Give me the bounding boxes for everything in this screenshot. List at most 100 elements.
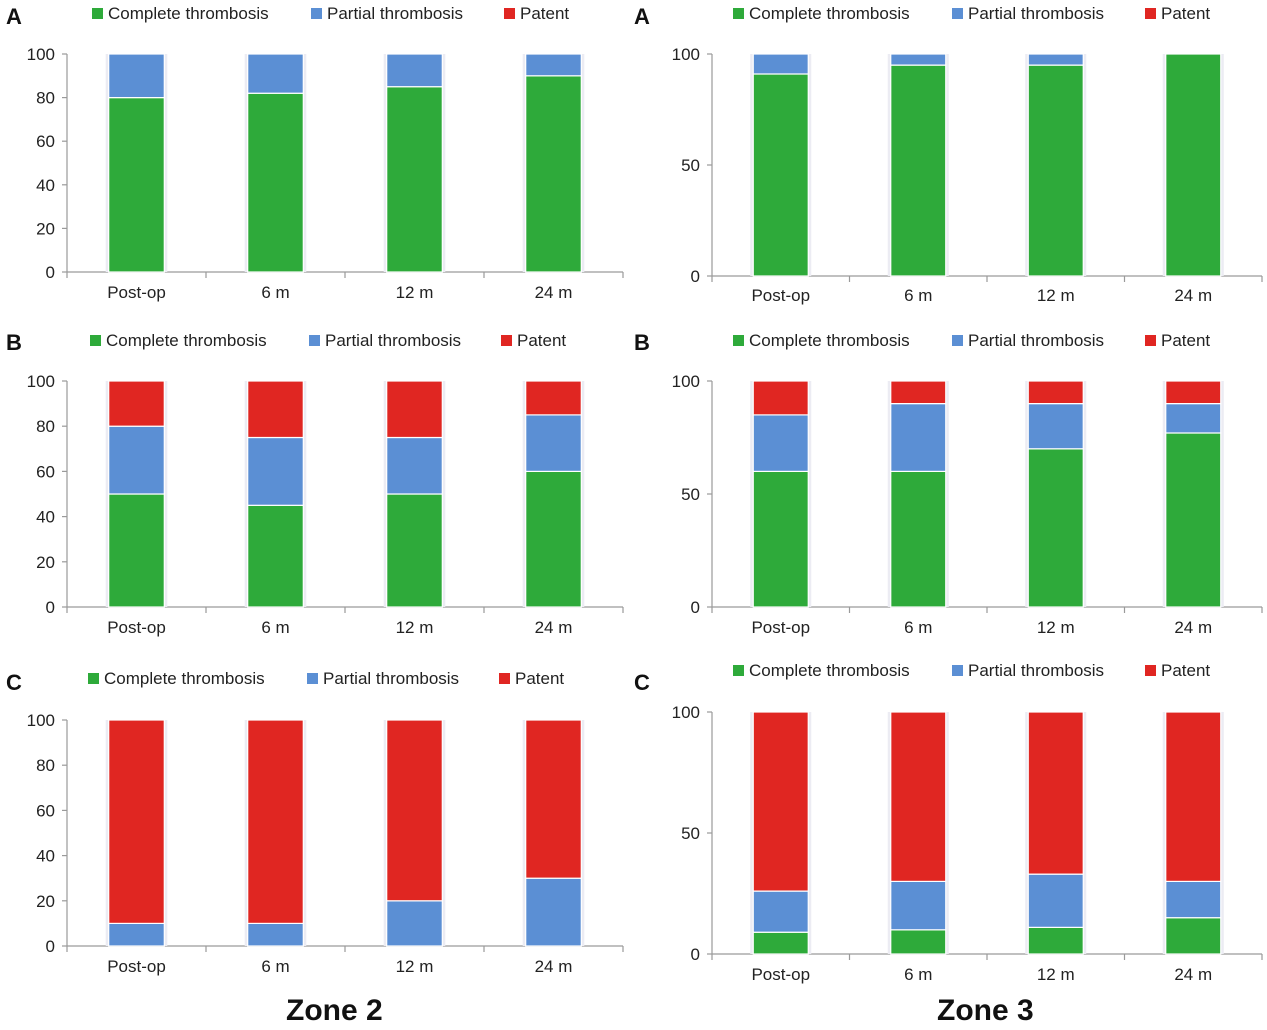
chart5-y-tick-label-0: 0 — [46, 937, 55, 956]
chart3-bar-complete-3 — [525, 470, 582, 608]
chart4-bar-complete-0 — [752, 470, 809, 608]
chart2-x-tick-label-0: Post-op — [751, 286, 810, 305]
chart1-x-tick-label-3: 24 m — [535, 283, 573, 302]
chart6-x-tick-label-0: Post-op — [751, 965, 810, 984]
chart1-legend-label-complete: Complete thrombosis — [108, 4, 269, 23]
chart6-x-tick-label-1: 6 m — [904, 965, 932, 984]
chart2-legend-swatch-patent — [1145, 8, 1156, 19]
chart5-legend-swatch-patent — [499, 673, 510, 684]
chart1-legend-swatch-complete — [92, 8, 103, 19]
chart4-legend-swatch-patent — [1145, 335, 1156, 346]
chart2-x-tick-label-2: 12 m — [1037, 286, 1075, 305]
chart5-bar-partial-0 — [108, 922, 165, 947]
chart1-legend-swatch-partial — [311, 8, 322, 19]
chart4-bar-complete-3 — [1165, 432, 1222, 608]
chart4-bar-patent-0 — [752, 380, 809, 416]
zone-3-title: Zone 3 — [937, 994, 1034, 1027]
chart6-panel-label: C — [634, 670, 650, 695]
chart5-panel-label: C — [6, 670, 22, 695]
chart5-legend-label-partial: Partial thrombosis — [323, 669, 459, 688]
chart1-bar-partial-2 — [386, 53, 443, 88]
chart6-bar-complete-0 — [752, 931, 809, 955]
chart1-y-tick-label-0: 0 — [46, 263, 55, 282]
chart3-bar-partial-3 — [525, 414, 582, 472]
chart1-x-tick-label-2: 12 m — [396, 283, 434, 302]
chart3-bar-patent-0 — [108, 380, 165, 427]
chart1-legend-swatch-patent — [504, 8, 515, 19]
chart4-bar-complete-2 — [1027, 448, 1084, 608]
chart4-bar-partial-1 — [890, 403, 947, 473]
chart6-bar-patent-0 — [752, 711, 809, 892]
chart2-x-tick-label-1: 6 m — [904, 286, 932, 305]
chart4-legend-label-complete: Complete thrombosis — [749, 331, 910, 350]
chart5-x-tick-label-1: 6 m — [261, 957, 289, 976]
chart5-legend-swatch-complete — [88, 673, 99, 684]
chart6-bar-patent-1 — [890, 711, 947, 882]
chart3-panel-label: B — [6, 330, 22, 355]
chart6-bar-complete-1 — [890, 929, 947, 955]
chart1-x-tick-label-0: Post-op — [107, 283, 166, 302]
chart4-panel-label: B — [634, 330, 650, 355]
chart2-legend-swatch-complete — [733, 8, 744, 19]
chart2-legend-label-partial: Partial thrombosis — [968, 4, 1104, 23]
chart4-y-tick-label-50: 50 — [681, 485, 700, 504]
chart4-bar-partial-0 — [752, 414, 809, 472]
chart3-y-tick-label-60: 60 — [36, 462, 55, 481]
chart4-bar-patent-2 — [1027, 380, 1084, 405]
chart6-legend-label-partial: Partial thrombosis — [968, 661, 1104, 680]
chart1-y-tick-label-80: 80 — [36, 89, 55, 108]
chart2-legend-label-complete: Complete thrombosis — [749, 4, 910, 23]
chart3-y-tick-label-40: 40 — [36, 508, 55, 527]
chart5-bar-partial-3 — [525, 877, 582, 947]
chart6-x-tick-label-2: 12 m — [1037, 965, 1075, 984]
chart5-bar-patent-3 — [525, 719, 582, 879]
chart5-x-tick-label-0: Post-op — [107, 957, 166, 976]
chart2-y-tick-label-100: 100 — [672, 45, 700, 64]
chart2-legend-swatch-partial — [952, 8, 963, 19]
chart3-legend-swatch-partial — [309, 335, 320, 346]
chart1-panel-label: A — [6, 4, 22, 29]
chart3-bar-complete-0 — [108, 493, 165, 608]
chart2-bar-partial-1 — [890, 53, 947, 66]
chart5-bar-partial-1 — [247, 922, 304, 947]
chart3-legend-label-patent: Patent — [517, 331, 566, 350]
chart4-bar-patent-3 — [1165, 380, 1222, 405]
chart3-bar-patent-2 — [386, 380, 443, 439]
chart6-legend-swatch-patent — [1145, 665, 1156, 676]
chart1-y-tick-label-60: 60 — [36, 132, 55, 151]
chart6-bar-patent-3 — [1165, 711, 1222, 882]
chart4-x-tick-label-0: Post-op — [751, 618, 810, 637]
zone-2-title: Zone 2 — [286, 994, 383, 1027]
chart4-x-tick-label-3: 24 m — [1174, 618, 1212, 637]
chart5-y-tick-label-100: 100 — [27, 711, 55, 730]
chart2-bar-partial-0 — [752, 53, 809, 75]
chart6-bar-partial-0 — [752, 890, 809, 933]
chart5-bar-patent-0 — [108, 719, 165, 924]
chart4-y-tick-label-100: 100 — [672, 372, 700, 391]
chart6-legend-swatch-partial — [952, 665, 963, 676]
chart6-bar-partial-1 — [890, 880, 947, 931]
chart5-legend-label-complete: Complete thrombosis — [104, 669, 265, 688]
chart3-bar-complete-2 — [386, 493, 443, 608]
chart6-bar-patent-2 — [1027, 711, 1084, 875]
chart3-legend-swatch-patent — [501, 335, 512, 346]
chart2-panel-label: A — [634, 4, 650, 29]
chart3-x-tick-label-0: Post-op — [107, 618, 166, 637]
chart3-x-tick-label-3: 24 m — [535, 618, 573, 637]
chart5-y-tick-label-20: 20 — [36, 892, 55, 911]
chart6-y-tick-label-0: 0 — [691, 945, 700, 964]
chart3-legend-label-partial: Partial thrombosis — [325, 331, 461, 350]
chart4-legend-swatch-complete — [733, 335, 744, 346]
chart3-legend-label-complete: Complete thrombosis — [106, 331, 267, 350]
chart4-bar-partial-2 — [1027, 403, 1084, 450]
chart1-bar-partial-1 — [247, 53, 304, 94]
chart3-bar-partial-2 — [386, 436, 443, 495]
chart4-y-tick-label-0: 0 — [691, 598, 700, 617]
chart3-bar-complete-1 — [247, 504, 304, 608]
chart2-bar-complete-2 — [1027, 64, 1084, 277]
chart2-bar-complete-3 — [1165, 53, 1222, 277]
chart4-bar-complete-1 — [890, 470, 947, 608]
chart4-legend-label-partial: Partial thrombosis — [968, 331, 1104, 350]
chart4-legend-label-patent: Patent — [1161, 331, 1210, 350]
chart1-legend-label-patent: Patent — [520, 4, 569, 23]
